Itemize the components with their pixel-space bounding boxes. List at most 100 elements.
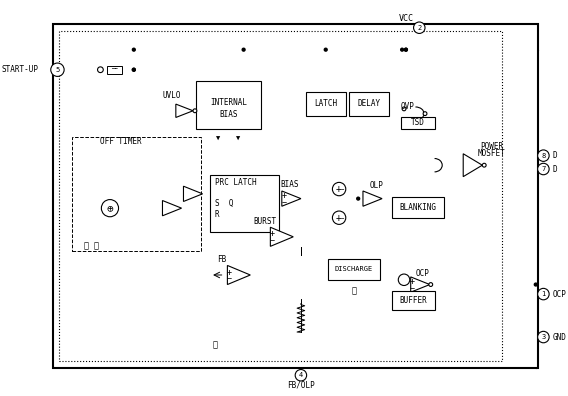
Bar	[306, 92, 346, 116]
Circle shape	[534, 283, 537, 286]
Bar	[107, 66, 122, 74]
Text: PRC LATCH: PRC LATCH	[215, 178, 257, 187]
Text: D: D	[553, 164, 558, 173]
Polygon shape	[270, 227, 293, 246]
Text: MOSFET: MOSFET	[478, 149, 506, 158]
Circle shape	[414, 22, 425, 33]
Text: −: −	[227, 274, 232, 283]
Text: OCP: OCP	[553, 289, 567, 299]
Text: BLANKING: BLANKING	[399, 203, 436, 212]
Text: ⏚: ⏚	[83, 242, 89, 251]
Text: UVLO: UVLO	[163, 91, 181, 100]
Circle shape	[132, 68, 135, 71]
Circle shape	[324, 48, 327, 51]
Polygon shape	[176, 104, 193, 118]
Text: POWER: POWER	[481, 142, 503, 150]
Circle shape	[538, 331, 549, 343]
Bar	[196, 81, 261, 129]
Text: 8: 8	[541, 152, 545, 159]
Bar	[401, 116, 435, 129]
Text: TSD: TSD	[411, 118, 425, 127]
Circle shape	[538, 163, 549, 175]
Text: 2: 2	[417, 25, 421, 31]
Text: 4: 4	[299, 372, 303, 378]
Text: OLP: OLP	[369, 181, 383, 190]
Circle shape	[402, 107, 406, 111]
Circle shape	[538, 288, 549, 300]
Circle shape	[101, 200, 119, 217]
Circle shape	[400, 48, 403, 51]
Bar	[391, 291, 435, 310]
Circle shape	[423, 112, 427, 116]
Text: ▼: ▼	[236, 135, 240, 141]
Circle shape	[242, 48, 245, 51]
Bar	[72, 137, 201, 251]
Text: BUFFER: BUFFER	[399, 296, 427, 305]
Text: 3: 3	[541, 334, 545, 340]
Text: BIAS: BIAS	[219, 110, 237, 119]
Circle shape	[295, 369, 307, 381]
Polygon shape	[411, 277, 430, 292]
Text: −: −	[340, 187, 344, 192]
Polygon shape	[282, 191, 301, 206]
Text: +: +	[335, 184, 341, 194]
Text: +: +	[281, 191, 286, 200]
Text: BIAS: BIAS	[280, 180, 299, 189]
Circle shape	[538, 150, 549, 162]
Text: −: −	[281, 198, 286, 207]
Text: ▼: ▼	[216, 135, 221, 141]
Circle shape	[404, 48, 407, 51]
Polygon shape	[363, 191, 382, 206]
Text: DISCHARGE: DISCHARGE	[335, 266, 373, 272]
Text: BURST: BURST	[253, 217, 276, 226]
Text: 7: 7	[541, 166, 545, 172]
Text: S  Q: S Q	[215, 199, 233, 208]
Text: OVP: OVP	[401, 101, 415, 110]
Text: D: D	[553, 151, 558, 160]
Text: ⏚: ⏚	[93, 242, 98, 251]
Text: FB: FB	[217, 255, 226, 264]
Text: GND: GND	[553, 333, 567, 342]
Circle shape	[398, 274, 410, 286]
Polygon shape	[227, 265, 250, 285]
Text: +: +	[335, 213, 341, 223]
Circle shape	[332, 211, 346, 225]
Text: DELAY: DELAY	[357, 99, 380, 108]
Circle shape	[51, 63, 64, 76]
Polygon shape	[463, 154, 482, 177]
Text: LATCH: LATCH	[314, 99, 337, 108]
Text: OCP: OCP	[415, 268, 429, 278]
Bar	[53, 24, 538, 367]
Text: INTERNAL: INTERNAL	[210, 98, 247, 107]
Circle shape	[132, 68, 135, 71]
Text: VCC: VCC	[398, 14, 414, 23]
Circle shape	[98, 67, 103, 72]
Circle shape	[332, 183, 346, 196]
Text: START-UP: START-UP	[1, 65, 39, 74]
Text: ⏚: ⏚	[212, 340, 218, 349]
Text: +: +	[410, 277, 415, 286]
Bar	[210, 175, 279, 232]
Bar	[59, 30, 502, 361]
Circle shape	[357, 197, 360, 200]
Text: −: −	[340, 215, 344, 220]
Bar	[328, 259, 380, 280]
Text: −: −	[410, 284, 415, 293]
Circle shape	[404, 48, 407, 51]
Bar	[349, 92, 389, 116]
Polygon shape	[183, 186, 203, 202]
Polygon shape	[162, 200, 182, 216]
Text: ⏚: ⏚	[352, 287, 356, 296]
Text: ──: ──	[111, 67, 118, 72]
Text: R: R	[215, 210, 220, 219]
Text: +: +	[270, 229, 275, 238]
Text: 5: 5	[55, 67, 60, 73]
Bar	[391, 197, 444, 218]
Text: −: −	[270, 236, 275, 245]
Circle shape	[482, 163, 486, 167]
Text: FB/OLP: FB/OLP	[287, 380, 315, 389]
Text: 1: 1	[541, 291, 545, 297]
Circle shape	[429, 283, 433, 286]
Text: ⊕: ⊕	[107, 203, 114, 213]
Circle shape	[132, 48, 135, 51]
